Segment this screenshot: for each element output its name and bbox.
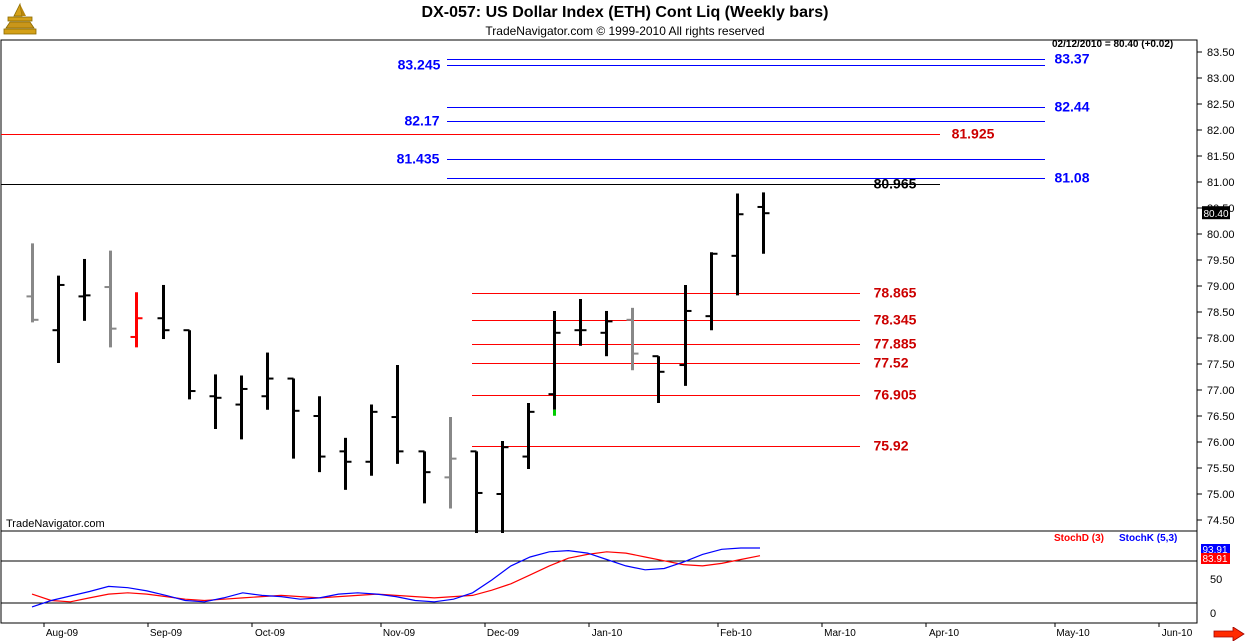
ohlc-bar [418, 450, 431, 504]
y-tick-label: 74.50 [1207, 515, 1235, 527]
y-tick-label: 79.00 [1207, 281, 1235, 293]
ohlc-bar [391, 365, 404, 464]
x-tick-label: Feb-10 [720, 628, 752, 639]
ohlc-bar [52, 275, 65, 363]
x-tick-label: Oct-09 [255, 628, 285, 639]
stoch-d-value-box [1201, 553, 1230, 564]
ohlc-bar [235, 375, 248, 440]
level-label: 82.17 [404, 113, 439, 129]
level-label: 81.925 [952, 126, 995, 142]
stoch-tick-label: 0 [1210, 608, 1216, 620]
stoch-k-value: 93.91 [1202, 545, 1227, 556]
y-tick-label: 83.50 [1207, 47, 1235, 59]
y-tick-label: 77.50 [1207, 359, 1235, 371]
ohlc-bar [574, 299, 587, 346]
y-tick-label: 82.00 [1207, 125, 1235, 137]
stoch-d-line [31, 551, 761, 603]
y-tick-label: 79.50 [1207, 255, 1235, 267]
stoch-k-line [31, 547, 760, 608]
time-axis: Aug-09 Sep-09 Oct-09 Nov-09 Dec-09 Jan-10 Feb-… [43, 623, 1193, 639]
support-resistance-levels: 83.37 83.245 82.44 82.17 81.925 81.435 81.08 80… [1, 51, 1090, 454]
stoch-panel-frame [0, 530, 1198, 624]
last-price-status: 02/12/2010 = 80.40 (+0.02) [1052, 39, 1174, 50]
ohlc-bar [548, 310, 561, 410]
ohlc-bar [365, 404, 378, 476]
watermark: TradeNavigator.com [6, 518, 105, 530]
chart-title: DX-057: US Dollar Index (ETH) Cont Liq (… [421, 4, 829, 21]
x-tick-label: Nov-09 [383, 628, 416, 639]
x-tick-label: Mar-10 [824, 628, 856, 639]
x-tick-label: Apr-10 [929, 628, 959, 639]
x-tick-label: Jan-10 [592, 628, 623, 639]
level-label: 77.52 [873, 355, 908, 371]
ohlc-bar [496, 440, 509, 533]
ohlc-bar [313, 396, 326, 473]
ohlc-bar [522, 403, 535, 470]
ohlc-bar [731, 193, 744, 296]
ohlc-bar [183, 329, 196, 400]
x-tick-label: Aug-09 [46, 628, 79, 639]
y-tick-label: 75.50 [1207, 463, 1235, 475]
y-tick-label: 81.00 [1207, 177, 1235, 189]
x-tick-label: Sep-09 [150, 628, 183, 639]
y-tick-label: 77.00 [1207, 385, 1235, 397]
level-label: 81.435 [397, 151, 440, 167]
level-label: 77.885 [874, 336, 917, 352]
trade-navigator-logo-icon [3, 2, 37, 35]
level-label: 78.865 [874, 285, 917, 301]
stoch-tick-label: 50 [1210, 574, 1222, 586]
ohlc-bar [130, 292, 143, 348]
level-label: 78.345 [874, 312, 917, 328]
x-tick-label: Jun-10 [1162, 628, 1193, 639]
ohlc-bar [261, 352, 274, 410]
y-tick-label: 78.50 [1207, 307, 1235, 319]
ohlc-bar [626, 307, 639, 371]
stoch-k-legend: StochK (5,3) [1119, 533, 1178, 544]
ohlc-bar [339, 437, 352, 490]
ohlc-bar [679, 284, 692, 386]
chart-subtitle: TradeNavigator.com © 1999-2010 All right… [485, 24, 765, 38]
y-tick-label: 83.00 [1207, 73, 1235, 85]
stoch-k-value-box [1201, 544, 1230, 555]
ohlc-bar [444, 417, 457, 509]
ohlc-bar [209, 374, 222, 429]
current-value-label: 80.40 [1203, 209, 1228, 220]
ohlc-bar [78, 258, 91, 321]
level-label: 75.92 [873, 438, 908, 454]
ohlc-bar [705, 252, 718, 331]
price-bars [26, 192, 770, 533]
y-tick-label: 75.00 [1207, 489, 1235, 501]
ohlc-bar [104, 250, 117, 348]
ohlc-bar [26, 243, 39, 323]
y-tick-label: 80.00 [1207, 229, 1235, 241]
y-tick-label: 81.50 [1207, 151, 1235, 163]
x-tick-label: Dec-09 [487, 628, 520, 639]
ohlc-bar [287, 377, 300, 459]
level-label: 83.37 [1054, 51, 1089, 67]
ohlc-bar [600, 310, 613, 357]
level-label: 81.08 [1054, 170, 1089, 186]
price-axis: 74.50 75.00 75.50 76.00 76.50 77.00 77.50 78.00… [1197, 47, 1235, 527]
ohlc-bar [757, 192, 770, 254]
y-tick-label: 76.00 [1207, 437, 1235, 449]
stoch-d-legend: StochD (3) [1054, 533, 1104, 544]
scroll-right-arrow-icon[interactable] [1213, 627, 1245, 641]
level-label: 83.245 [398, 57, 441, 73]
price-panel-frame [0, 39, 1198, 532]
x-tick-label: May-10 [1056, 628, 1090, 639]
y-tick-label: 82.50 [1207, 99, 1235, 111]
ohlc-bar [652, 355, 665, 403]
level-label: 80.965 [874, 176, 917, 192]
stoch-d-value: 83.91 [1202, 554, 1227, 565]
ohlc-bar [470, 450, 483, 533]
level-label: 76.905 [874, 387, 917, 403]
current-value-box [1202, 206, 1230, 220]
level-label: 82.44 [1054, 99, 1089, 115]
ohlc-bar [157, 284, 170, 340]
y-tick-label: 76.50 [1207, 411, 1235, 423]
y-tick-label: 78.00 [1207, 333, 1235, 345]
